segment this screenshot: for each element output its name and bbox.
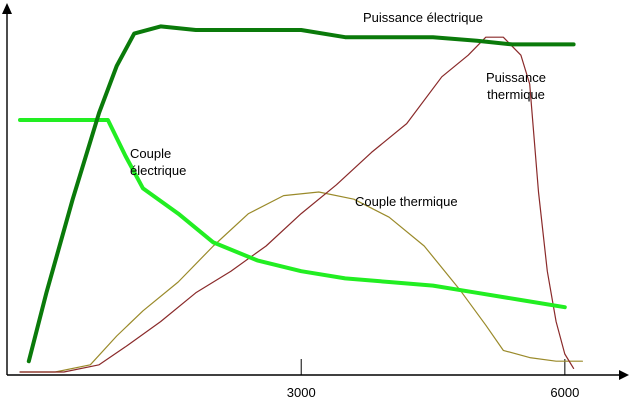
series-label-couple-electrique: Couple électrique [130, 146, 186, 178]
x-tick-label: 3000 [287, 385, 316, 400]
series-label-line: Puissance électrique [363, 10, 483, 25]
series-label-line: Couple [130, 146, 171, 161]
series-line-couple-thermique [19, 191, 584, 373]
series-label-line: Puissance [486, 70, 546, 85]
series-label-couple-thermique: Couple thermique [355, 194, 458, 209]
series-layer [18, 24, 584, 373]
x-axis-arrow-icon [619, 370, 629, 380]
series-label-puissance-thermique: Puissance thermique [486, 70, 546, 102]
x-tick-label: 6000 [550, 385, 579, 400]
y-axis [2, 3, 12, 375]
series-label-puissance-electrique: Puissance électrique [363, 10, 483, 25]
series-label-line: électrique [130, 163, 186, 178]
y-axis-arrow-icon [2, 3, 12, 14]
series-line-puissance-electrique [26, 24, 576, 364]
series-line-couple-electrique [18, 118, 567, 310]
series-label-line: thermique [487, 87, 545, 102]
series-label-line: Couple thermique [355, 194, 458, 209]
x-ticks: 3000 6000 [287, 359, 579, 400]
series-line-puissance-thermique [19, 36, 575, 373]
x-axis [7, 370, 629, 380]
